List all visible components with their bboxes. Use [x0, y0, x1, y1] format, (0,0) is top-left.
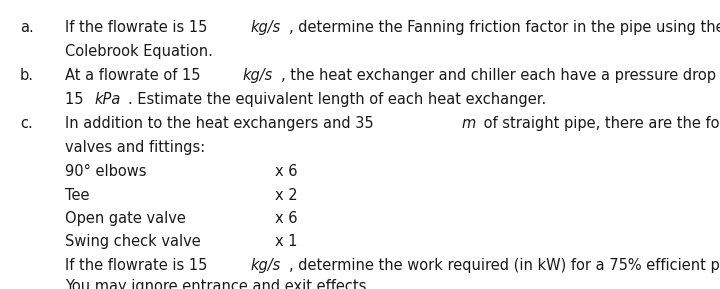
- Text: Colebrook Equation.: Colebrook Equation.: [65, 44, 213, 59]
- Text: , determine the work required (in kW) for a 75% efficient pump.: , determine the work required (in kW) fo…: [289, 258, 720, 273]
- Text: If the flowrate is 15: If the flowrate is 15: [65, 258, 212, 273]
- Text: kg/s: kg/s: [251, 258, 282, 273]
- Text: b.: b.: [20, 68, 34, 83]
- Text: At a flowrate of 15: At a flowrate of 15: [65, 68, 205, 83]
- Text: x 2: x 2: [275, 188, 298, 203]
- Text: m: m: [462, 116, 475, 131]
- Text: In addition to the heat exchangers and 35: In addition to the heat exchangers and 3…: [65, 116, 378, 131]
- Text: x 6: x 6: [275, 211, 298, 226]
- Text: Swing check valve: Swing check valve: [65, 234, 201, 249]
- Text: a.: a.: [20, 20, 34, 35]
- Text: 90° elbows: 90° elbows: [65, 164, 147, 179]
- Text: , the heat exchanger and chiller each have a pressure drop of: , the heat exchanger and chiller each ha…: [281, 68, 720, 83]
- Text: c.: c.: [20, 116, 32, 131]
- Text: If the flowrate is 15: If the flowrate is 15: [65, 20, 212, 35]
- Text: , determine the Fanning friction factor in the pipe using the: , determine the Fanning friction factor …: [289, 20, 720, 35]
- Text: valves and fittings:: valves and fittings:: [65, 140, 205, 155]
- Text: kg/s: kg/s: [251, 20, 282, 35]
- Text: of straight pipe, there are the following: of straight pipe, there are the followin…: [480, 116, 720, 131]
- Text: 15: 15: [65, 92, 88, 107]
- Text: kPa: kPa: [94, 92, 121, 107]
- Text: x 6: x 6: [275, 164, 298, 179]
- Text: x 1: x 1: [275, 234, 298, 249]
- Text: You may ignore entrance and exit effects.: You may ignore entrance and exit effects…: [65, 279, 372, 289]
- Text: kg/s: kg/s: [242, 68, 272, 83]
- Text: . Estimate the equivalent length of each heat exchanger.: . Estimate the equivalent length of each…: [127, 92, 546, 107]
- Text: Tee: Tee: [65, 188, 89, 203]
- Text: Open gate valve: Open gate valve: [65, 211, 186, 226]
